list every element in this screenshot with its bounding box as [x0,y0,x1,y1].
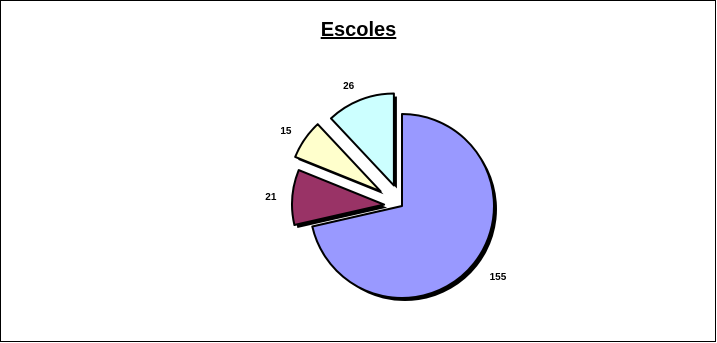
data-label-2: 21 [265,192,277,203]
pie-slice-4 [330,92,395,187]
pie-slice-1 [311,113,495,299]
pie-slice-2 [291,169,386,226]
data-label-4: 26 [343,81,355,92]
data-label-1: 155 [490,272,507,283]
data-label-3: 15 [280,126,292,137]
chart-title: Escoles [320,19,397,41]
pie-slice-3 [294,123,382,193]
